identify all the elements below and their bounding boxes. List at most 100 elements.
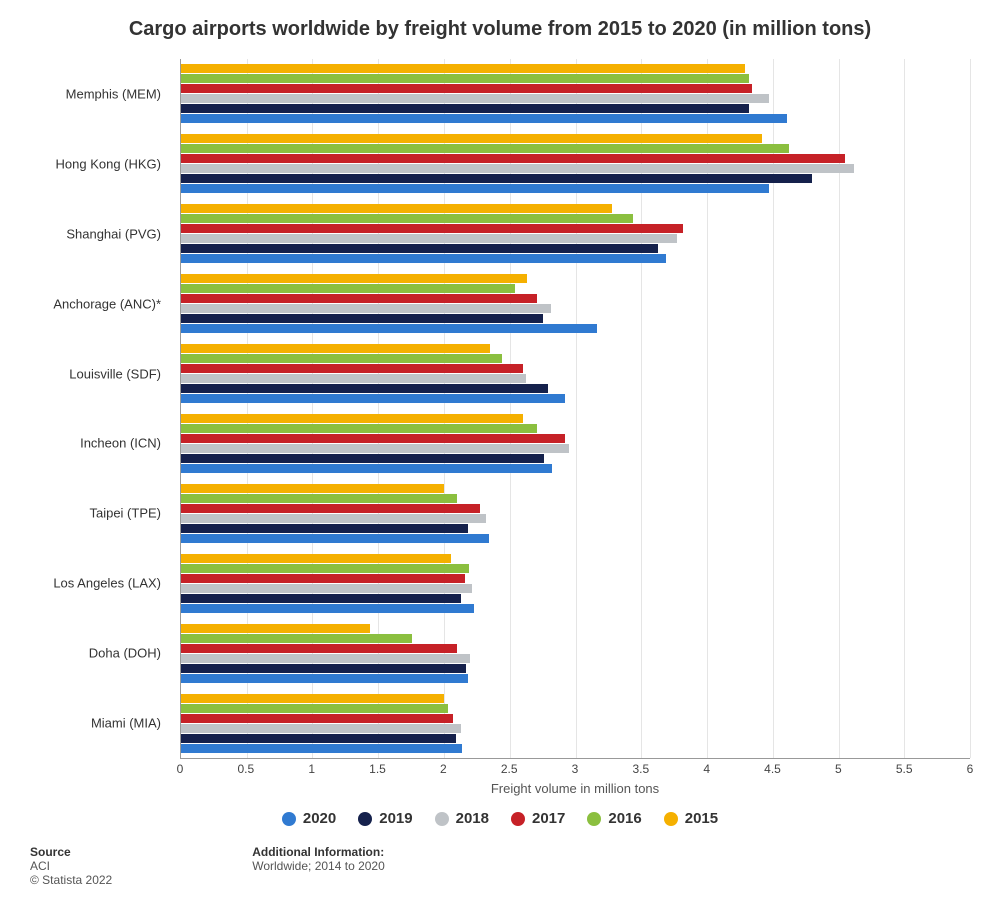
bar	[181, 114, 787, 123]
bar	[181, 594, 461, 603]
x-tick-label: 1	[308, 762, 315, 776]
category-label: Los Angeles (LAX)	[0, 576, 171, 591]
bar	[181, 664, 466, 673]
category-group: Taipei (TPE)	[181, 478, 970, 548]
bar	[181, 674, 468, 683]
bar	[181, 414, 523, 423]
bar	[181, 424, 537, 433]
legend-item[interactable]: 2016	[587, 810, 641, 827]
footer: Source ACI © Statista 2022 Additional In…	[0, 837, 1000, 907]
category-group: Shanghai (PVG)	[181, 199, 970, 269]
category-group: Anchorage (ANC)*	[181, 269, 970, 339]
legend-label: 2017	[532, 810, 565, 827]
legend-dot-icon	[587, 812, 601, 826]
bar	[181, 344, 490, 353]
bar	[181, 444, 569, 453]
bar	[181, 214, 633, 223]
bar	[181, 644, 457, 653]
bar	[181, 234, 677, 243]
bar	[181, 484, 444, 493]
bar	[181, 394, 565, 403]
category-label: Doha (DOH)	[0, 646, 171, 661]
bar	[181, 454, 544, 463]
bar	[181, 64, 745, 73]
bar	[181, 464, 552, 473]
bar	[181, 704, 448, 713]
legend-item[interactable]: 2018	[435, 810, 489, 827]
bar	[181, 744, 462, 753]
bar	[181, 274, 527, 283]
gridline	[970, 59, 971, 758]
x-tick-label: 4.5	[764, 762, 781, 776]
legend-label: 2015	[685, 810, 718, 827]
bar	[181, 314, 543, 323]
source-value: ACI	[30, 859, 112, 873]
category-group: Los Angeles (LAX)	[181, 548, 970, 618]
bar	[181, 734, 456, 743]
bar	[181, 694, 444, 703]
bar	[181, 714, 453, 723]
bar	[181, 654, 470, 663]
legend-label: 2016	[608, 810, 641, 827]
bar	[181, 134, 762, 143]
bar	[181, 724, 461, 733]
source-heading: Source	[30, 845, 71, 859]
bar	[181, 324, 597, 333]
bar	[181, 554, 451, 563]
x-tick-label: 0	[177, 762, 184, 776]
bar	[181, 364, 523, 373]
bar	[181, 94, 769, 103]
x-tick-label: 3	[572, 762, 579, 776]
bar	[181, 374, 526, 383]
legend-item[interactable]: 2020	[282, 810, 336, 827]
legend-dot-icon	[435, 812, 449, 826]
bar	[181, 254, 666, 263]
category-label: Louisville (SDF)	[0, 366, 171, 381]
category-group: Memphis (MEM)	[181, 59, 970, 129]
legend-item[interactable]: 2017	[511, 810, 565, 827]
chart-wrap: Memphis (MEM)Hong Kong (HKG)Shanghai (PV…	[0, 47, 1000, 796]
bar	[181, 144, 789, 153]
legend-item[interactable]: 2019	[358, 810, 412, 827]
category-group: Louisville (SDF)	[181, 339, 970, 409]
x-tick-label: 6	[967, 762, 974, 776]
bar	[181, 294, 537, 303]
bar	[181, 184, 769, 193]
bar	[181, 504, 480, 513]
x-axis-label: Freight volume in million tons	[180, 781, 970, 796]
legend-dot-icon	[282, 812, 296, 826]
x-tick-label: 2.5	[501, 762, 518, 776]
category-label: Memphis (MEM)	[0, 86, 171, 101]
category-label: Hong Kong (HKG)	[0, 156, 171, 171]
legend-dot-icon	[358, 812, 372, 826]
bar	[181, 154, 845, 163]
x-tick-label: 0.5	[237, 762, 254, 776]
category-label: Taipei (TPE)	[0, 506, 171, 521]
legend-label: 2019	[379, 810, 412, 827]
bar	[181, 494, 457, 503]
bar	[181, 574, 465, 583]
copyright: © Statista 2022	[30, 873, 112, 887]
legend-label: 2018	[456, 810, 489, 827]
additional-value: Worldwide; 2014 to 2020	[252, 859, 385, 873]
bar-groups: Memphis (MEM)Hong Kong (HKG)Shanghai (PV…	[181, 59, 970, 758]
category-label: Shanghai (PVG)	[0, 226, 171, 241]
category-label: Miami (MIA)	[0, 716, 171, 731]
legend-dot-icon	[664, 812, 678, 826]
bar	[181, 104, 749, 113]
category-group: Hong Kong (HKG)	[181, 129, 970, 199]
category-group: Doha (DOH)	[181, 618, 970, 688]
bar	[181, 514, 486, 523]
bar	[181, 624, 370, 633]
bar	[181, 204, 612, 213]
legend-item[interactable]: 2015	[664, 810, 718, 827]
bar	[181, 564, 469, 573]
bar	[181, 434, 565, 443]
legend-dot-icon	[511, 812, 525, 826]
x-axis-ticks: 00.511.522.533.544.555.56	[180, 759, 970, 777]
x-tick-label: 2	[440, 762, 447, 776]
bar	[181, 534, 489, 543]
bar	[181, 244, 658, 253]
bar	[181, 224, 683, 233]
plot-area: Memphis (MEM)Hong Kong (HKG)Shanghai (PV…	[180, 59, 970, 759]
